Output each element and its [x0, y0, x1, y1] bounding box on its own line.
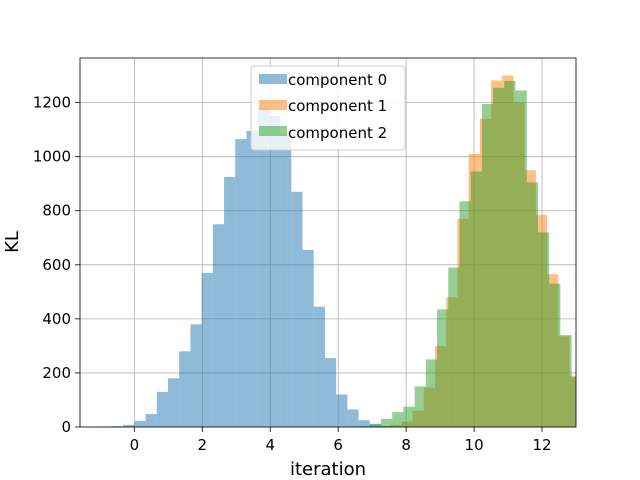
histogram-bar	[246, 130, 258, 427]
histogram-bar	[280, 133, 292, 427]
histogram-bar	[358, 426, 370, 427]
histogram-bar	[291, 191, 303, 427]
y-axis-ticks: 0 200 400 600 800 1000 1200	[33, 94, 80, 436]
histogram-bar	[212, 224, 225, 427]
x-tick-label: 10	[465, 436, 484, 454]
legend-label-component-0: component 0	[288, 71, 387, 89]
y-tick-label: 400	[42, 310, 71, 328]
x-tick-label: 8	[401, 436, 411, 454]
histogram-bar	[470, 171, 482, 427]
y-axis-label: KL	[2, 231, 23, 253]
histogram-bar	[414, 386, 426, 427]
histogram-bar	[392, 412, 404, 427]
histogram-bar	[504, 80, 516, 427]
x-axis-ticks: 0 2 4 6 8 10 12	[130, 427, 552, 454]
plot-frame	[79, 57, 577, 428]
legend-label-component-2: component 2	[288, 124, 387, 142]
histogram-bar	[201, 272, 213, 427]
series-component-2	[358, 80, 576, 427]
legend-swatch-component-0	[259, 74, 287, 84]
y-tick-label: 0	[61, 418, 71, 436]
histogram-bar	[167, 378, 180, 427]
histogram-bar	[134, 421, 146, 427]
histogram-bar	[179, 351, 191, 427]
histogram-bar	[111, 426, 124, 427]
histogram-bar	[537, 232, 550, 427]
histogram-bar	[403, 406, 415, 427]
legend: component 0 component 1 component 2	[250, 65, 406, 151]
x-tick-label: 12	[532, 436, 551, 454]
histogram-bar	[302, 249, 314, 427]
histogram-bar	[313, 306, 325, 427]
histogram-bar	[347, 409, 359, 427]
histogram-bar	[268, 116, 281, 427]
x-tick-label: 6	[333, 436, 343, 454]
histogram-bar	[526, 182, 538, 427]
series-component-0	[100, 107, 393, 427]
histogram-bar	[571, 376, 576, 427]
histogram-bar	[515, 90, 527, 427]
x-tick-label: 0	[130, 436, 140, 454]
legend-swatch-component-1	[259, 100, 287, 110]
histogram-bar	[425, 359, 438, 427]
legend-label-component-1: component 1	[288, 97, 387, 115]
histogram-bar	[336, 394, 348, 427]
y-tick-label: 1000	[33, 148, 71, 166]
x-tick-label: 2	[198, 436, 208, 454]
y-tick-label: 200	[42, 364, 71, 382]
legend-box	[250, 65, 406, 151]
histogram-bar	[437, 309, 449, 427]
histogram-bars	[100, 75, 576, 428]
histogram-bar	[448, 267, 460, 427]
histogram-bar	[123, 424, 135, 427]
histogram-bar	[560, 335, 572, 427]
histogram-bar	[235, 139, 247, 427]
y-tick-label: 800	[42, 202, 71, 220]
y-tick-label: 1200	[33, 94, 71, 112]
histogram-bar	[481, 103, 494, 427]
histogram-bar	[549, 283, 561, 427]
histogram-bar	[380, 418, 393, 427]
x-axis-label: iteration	[290, 459, 366, 480]
y-tick-label: 600	[42, 256, 71, 274]
histogram-bar	[190, 324, 202, 427]
histogram-bar	[156, 391, 168, 427]
histogram-bar	[145, 414, 157, 427]
histogram-bar	[224, 176, 236, 427]
histogram-bar	[369, 423, 381, 427]
histogram-bar	[358, 420, 370, 427]
histogram-bar	[257, 107, 269, 427]
legend-swatch-component-2	[259, 126, 287, 136]
histogram-bar	[324, 358, 337, 427]
x-tick-label: 4	[265, 436, 275, 454]
histogram-bar	[459, 201, 471, 427]
histogram-bar	[493, 87, 505, 427]
